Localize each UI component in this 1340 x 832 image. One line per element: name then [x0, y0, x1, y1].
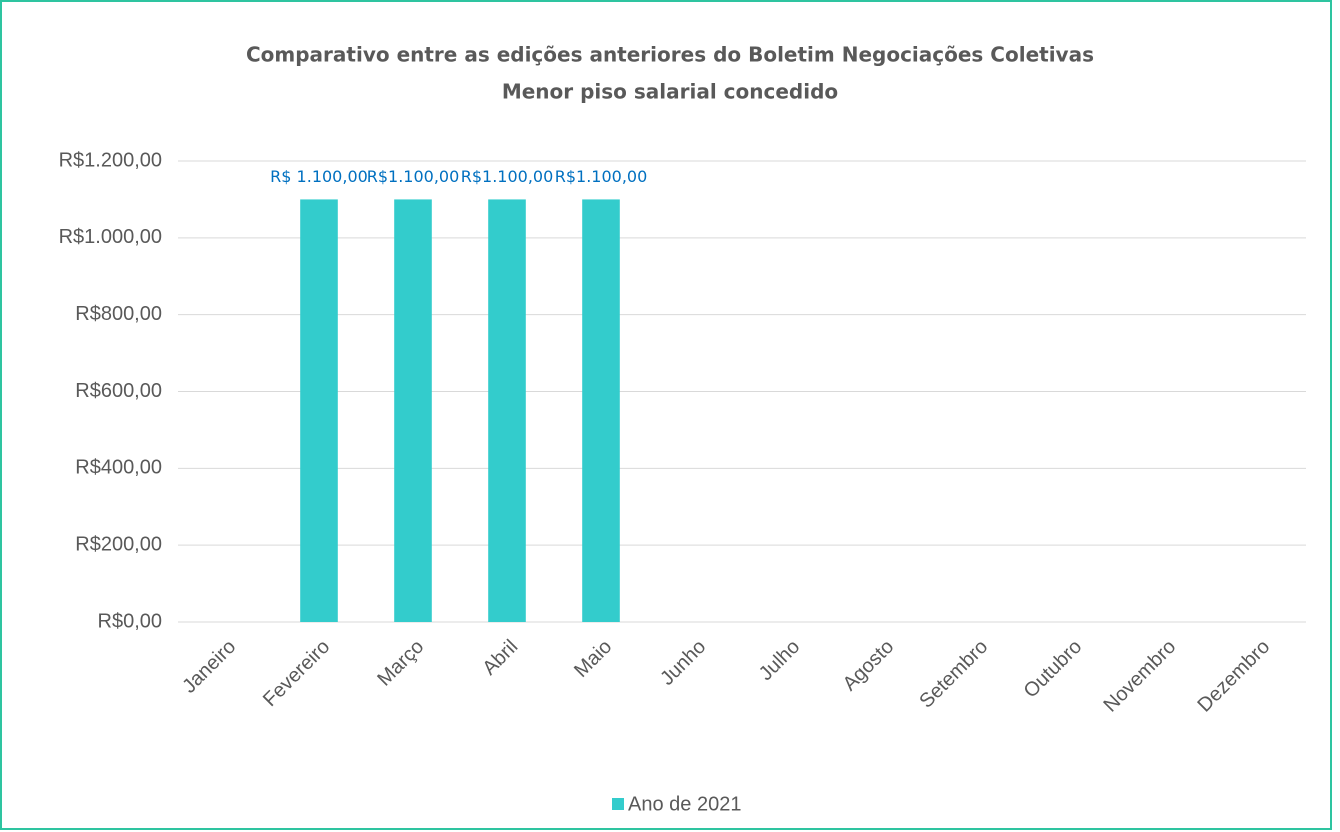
y-tick-label: R$0,00	[98, 610, 163, 632]
legend-swatch	[612, 798, 624, 810]
data-label: R$1.100,00	[555, 167, 648, 186]
bar	[394, 199, 432, 622]
y-tick-label: R$800,00	[75, 303, 162, 325]
bar	[582, 199, 620, 622]
chart-title: Comparativo entre as edições anteriores …	[246, 43, 1094, 67]
chart-subtitle: Menor piso salarial concedido	[502, 80, 838, 104]
data-label: R$ 1.100,00	[270, 167, 368, 186]
data-label: R$1.100,00	[461, 167, 554, 186]
bar	[300, 199, 338, 622]
y-tick-label: R$600,00	[75, 380, 162, 402]
y-tick-label: R$1.000,00	[59, 226, 162, 248]
y-tick-label: R$200,00	[75, 533, 162, 555]
data-label: R$1.100,00	[367, 167, 460, 186]
y-tick-label: R$400,00	[75, 457, 162, 479]
bar	[488, 199, 526, 622]
legend-label: Ano de 2021	[628, 793, 741, 815]
y-tick-label: R$1.200,00	[59, 149, 162, 171]
